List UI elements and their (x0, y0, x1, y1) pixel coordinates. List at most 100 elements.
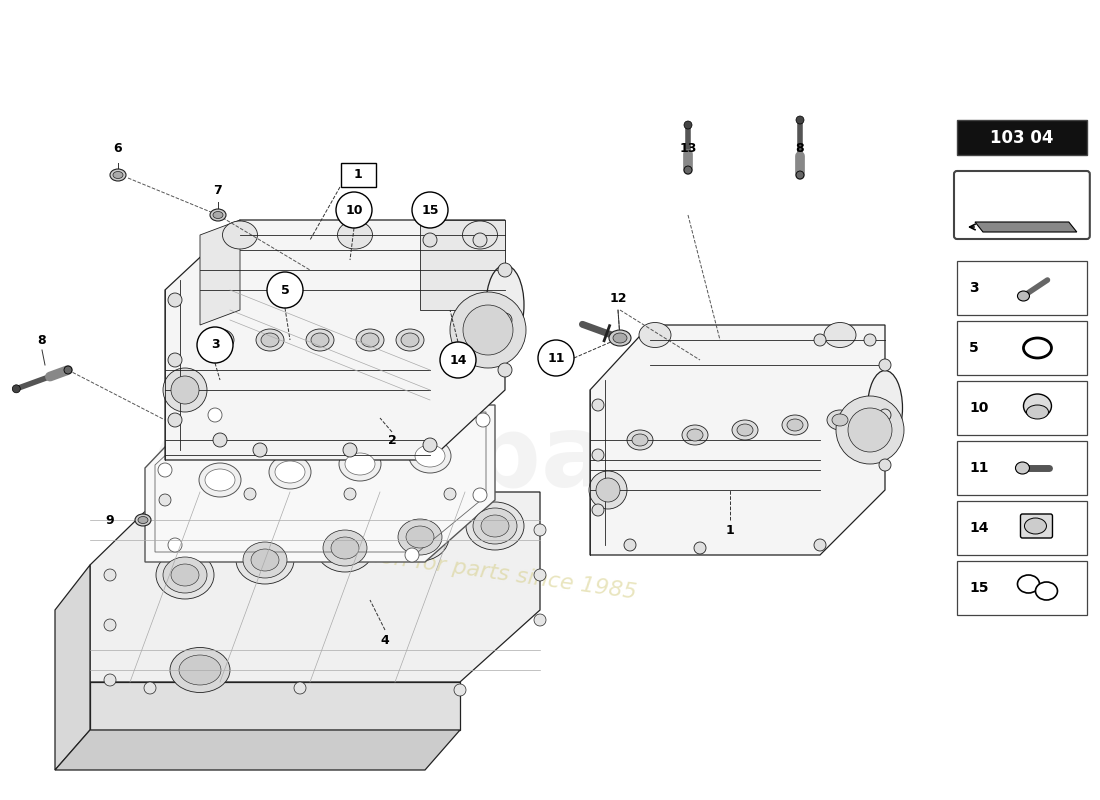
FancyBboxPatch shape (954, 171, 1090, 239)
Ellipse shape (406, 526, 434, 548)
Ellipse shape (609, 330, 631, 346)
Ellipse shape (1023, 394, 1052, 418)
Text: 12: 12 (609, 291, 627, 305)
Bar (341, 163, 375, 187)
Text: 2: 2 (387, 434, 396, 446)
Ellipse shape (210, 209, 225, 221)
Circle shape (879, 359, 891, 371)
Circle shape (440, 342, 476, 378)
Ellipse shape (466, 502, 524, 550)
Circle shape (848, 408, 892, 452)
Ellipse shape (170, 647, 230, 693)
Circle shape (498, 263, 512, 277)
Ellipse shape (1018, 291, 1030, 301)
Text: 15: 15 (969, 581, 989, 595)
Text: 15: 15 (421, 203, 439, 217)
Ellipse shape (462, 221, 497, 249)
Ellipse shape (179, 655, 221, 685)
Text: 1: 1 (726, 523, 735, 537)
Ellipse shape (632, 434, 648, 446)
Ellipse shape (323, 530, 367, 566)
Ellipse shape (398, 519, 442, 555)
Text: 10: 10 (345, 203, 363, 217)
Circle shape (694, 542, 706, 554)
Circle shape (424, 233, 437, 247)
Circle shape (168, 413, 182, 427)
Ellipse shape (868, 370, 902, 446)
Circle shape (343, 443, 358, 457)
Circle shape (684, 166, 692, 174)
Circle shape (498, 363, 512, 377)
Ellipse shape (206, 329, 234, 351)
Ellipse shape (270, 455, 311, 489)
Circle shape (294, 682, 306, 694)
Text: 9: 9 (106, 514, 114, 526)
Ellipse shape (205, 469, 235, 491)
Text: 3: 3 (211, 338, 219, 351)
Ellipse shape (356, 329, 384, 351)
Bar (957, 381, 1087, 435)
Polygon shape (90, 492, 540, 682)
Text: 10: 10 (969, 401, 989, 415)
Ellipse shape (135, 514, 151, 526)
Polygon shape (145, 405, 495, 562)
Circle shape (168, 538, 182, 552)
Text: 1: 1 (353, 169, 362, 182)
Text: 11: 11 (969, 461, 989, 475)
Text: 4: 4 (381, 634, 389, 646)
Ellipse shape (275, 461, 305, 483)
Ellipse shape (827, 410, 853, 430)
Circle shape (592, 504, 604, 516)
Circle shape (197, 327, 233, 363)
Text: 14: 14 (969, 521, 989, 535)
Polygon shape (90, 682, 460, 730)
Text: 103 04: 103 04 (990, 129, 1054, 147)
Circle shape (796, 171, 804, 179)
Circle shape (412, 192, 448, 228)
Polygon shape (55, 565, 90, 770)
Ellipse shape (110, 169, 126, 181)
Bar (957, 261, 1087, 315)
Ellipse shape (163, 557, 207, 593)
FancyBboxPatch shape (1021, 514, 1053, 538)
Circle shape (879, 459, 891, 471)
Ellipse shape (396, 329, 424, 351)
Ellipse shape (222, 221, 257, 249)
Ellipse shape (682, 425, 708, 445)
Circle shape (814, 539, 826, 551)
Circle shape (588, 471, 627, 509)
Ellipse shape (156, 551, 214, 599)
Ellipse shape (306, 329, 334, 351)
Ellipse shape (390, 513, 449, 561)
Polygon shape (975, 222, 1077, 232)
Ellipse shape (737, 424, 754, 436)
Ellipse shape (251, 549, 279, 571)
Ellipse shape (1026, 405, 1048, 419)
Ellipse shape (1035, 582, 1057, 600)
Circle shape (144, 682, 156, 694)
Ellipse shape (481, 515, 509, 537)
Text: 11: 11 (548, 351, 564, 365)
Circle shape (168, 293, 182, 307)
Text: 13: 13 (680, 142, 696, 154)
Ellipse shape (473, 508, 517, 544)
Ellipse shape (338, 221, 373, 249)
Circle shape (814, 334, 826, 346)
Polygon shape (55, 730, 460, 770)
Ellipse shape (311, 333, 329, 347)
Circle shape (64, 366, 72, 374)
Polygon shape (165, 220, 505, 460)
Ellipse shape (243, 542, 287, 578)
Text: 8: 8 (37, 334, 46, 346)
Circle shape (104, 569, 116, 581)
Polygon shape (420, 220, 505, 310)
Ellipse shape (402, 333, 419, 347)
Ellipse shape (1024, 518, 1046, 534)
Circle shape (534, 614, 546, 626)
Circle shape (473, 488, 487, 502)
Circle shape (208, 408, 222, 422)
Circle shape (534, 524, 546, 536)
Ellipse shape (361, 333, 379, 347)
Ellipse shape (236, 536, 294, 584)
Circle shape (158, 463, 172, 477)
